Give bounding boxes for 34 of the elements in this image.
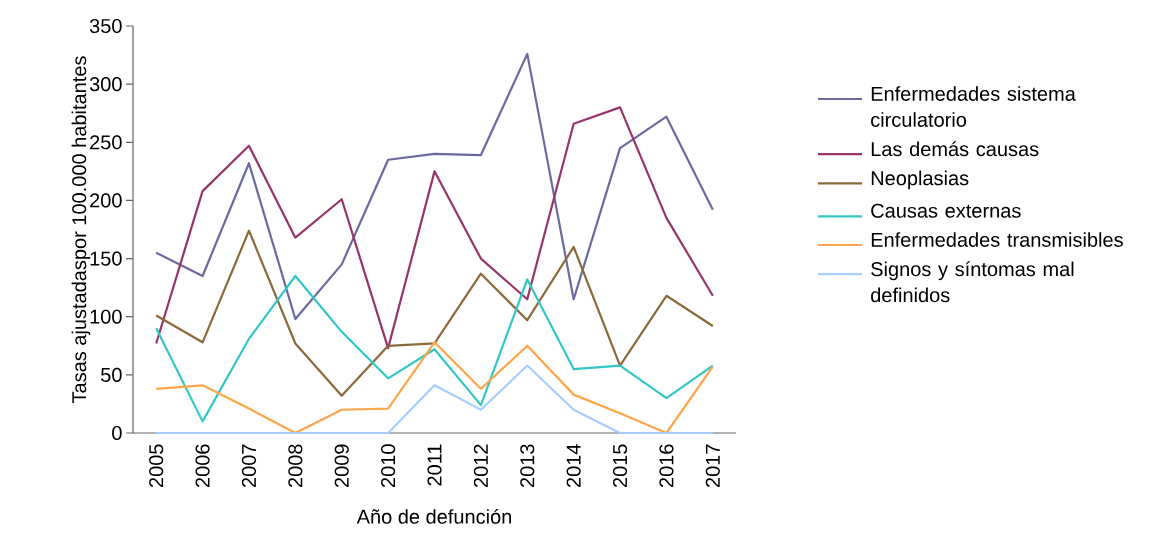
legend-label: Causas externas — [871, 203, 1021, 218]
legend-label: Las demás causas — [871, 141, 1039, 157]
y-tick-label: 350 — [89, 18, 122, 34]
line-series — [155, 52, 714, 321]
x-tick-label: 2013 — [520, 444, 535, 488]
line-series — [155, 229, 714, 397]
legend-label: Enfermedades sistema circulatorio — [871, 86, 1076, 127]
x-tick-label: 2008 — [288, 444, 303, 488]
x-tick-label: 2014 — [566, 444, 581, 488]
y-tick-label: 0 — [112, 425, 122, 441]
line-series — [155, 106, 714, 350]
x-tick-label: 2017 — [705, 444, 720, 488]
y-tick-label: 150 — [90, 251, 122, 266]
x-tick-label: 2006 — [195, 444, 210, 488]
x-tick-label: 2012 — [473, 444, 488, 488]
x-tick-label: 2007 — [241, 444, 257, 488]
y-tick-label: 100 — [90, 309, 122, 324]
line-series — [155, 341, 714, 435]
x-tick-label: 2010 — [381, 444, 396, 488]
legend-label: Enfermedades transmisibles — [871, 232, 1123, 247]
line-series — [155, 274, 714, 423]
y-tick-label: 250 — [90, 135, 122, 150]
y-tick-label: 50 — [101, 367, 122, 382]
y-tick-label: 200 — [90, 193, 122, 208]
x-tick-label: 2016 — [659, 444, 674, 488]
x-tick-label: 2011 — [427, 444, 442, 486]
x-axis-title: Año de defunción — [356, 508, 511, 524]
y-axis-title: Tasas ajustadaspor 100.000 habitantes — [71, 56, 91, 404]
legend-label: Neoplasias — [871, 170, 969, 190]
x-tick-label: 2015 — [612, 444, 628, 488]
x-tick-label: 2005 — [149, 444, 164, 488]
y-tick-label: 300 — [89, 77, 122, 92]
legend-label: Signos y síntomas mal definidos — [871, 261, 1074, 303]
x-tick-label: 2009 — [334, 444, 349, 488]
